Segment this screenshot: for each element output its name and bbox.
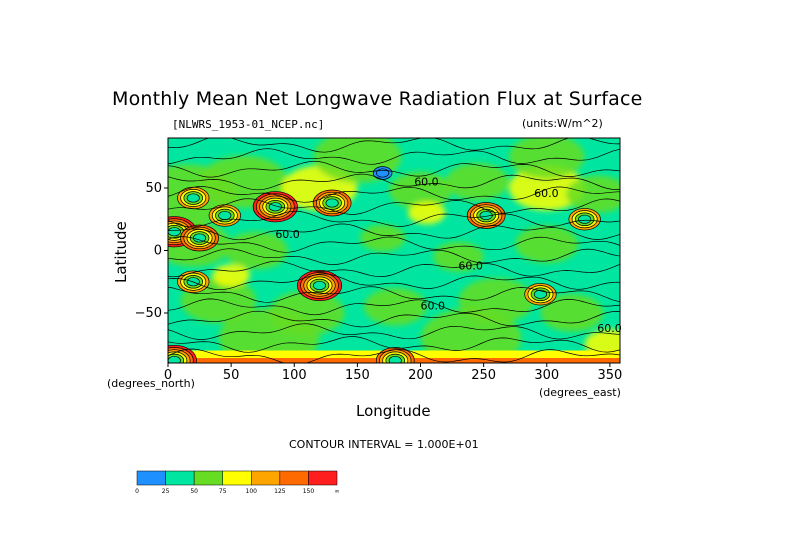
colorbar-label: 100 bbox=[246, 488, 258, 495]
contour-feature bbox=[168, 344, 197, 363]
colorbar-label: 150 bbox=[303, 488, 315, 495]
contour-value-label: 60.0 bbox=[534, 187, 559, 200]
y-tick-label: 0 bbox=[154, 244, 162, 259]
colorbar-swatch bbox=[222, 470, 252, 486]
contour-interval-label: CONTOUR INTERVAL = 1.000E+01 bbox=[289, 438, 479, 451]
x-tick-label: 150 bbox=[345, 368, 370, 383]
y-tick-label: 50 bbox=[145, 181, 162, 196]
x-unit-note: (degrees_east) bbox=[539, 386, 621, 399]
contour-value-label: 60.0 bbox=[275, 228, 300, 241]
y-tick-label: −50 bbox=[135, 306, 162, 321]
colorbar-label: ∞ bbox=[335, 488, 340, 495]
colorbar-swatch bbox=[165, 470, 195, 486]
colorbar-swatch bbox=[251, 470, 281, 486]
contour-value-label: 60.0 bbox=[421, 299, 446, 312]
colorbar-label: 25 bbox=[162, 488, 170, 495]
contour-value-label: 60.0 bbox=[458, 259, 483, 272]
contour-feature bbox=[524, 283, 557, 306]
x-tick-label: 100 bbox=[282, 368, 307, 383]
x-tick-label: 350 bbox=[597, 368, 622, 383]
colorbar-label: 75 bbox=[219, 488, 227, 495]
colorbar-label: 50 bbox=[190, 488, 198, 495]
contour-feature bbox=[252, 191, 298, 223]
contour-feature bbox=[372, 166, 393, 180]
x-tick-label: 200 bbox=[408, 368, 433, 383]
contour-feature bbox=[177, 186, 210, 210]
colorbar-label: 0 bbox=[135, 488, 139, 495]
contour-value-label: 60.0 bbox=[414, 176, 439, 189]
units-label: (units:W/m^2) bbox=[522, 117, 603, 130]
y-axis-label: Latitude bbox=[112, 221, 130, 283]
colorbar-swatch bbox=[308, 470, 338, 486]
x-axis-label: Longitude bbox=[356, 402, 431, 420]
contour-feature bbox=[296, 269, 343, 302]
y-unit-note: (degrees_north) bbox=[107, 377, 195, 390]
contour-value-label: 60.0 bbox=[597, 322, 622, 335]
x-tick-label: 50 bbox=[223, 368, 240, 383]
x-tick-label: 0 bbox=[164, 368, 172, 383]
contour-feature bbox=[208, 204, 241, 227]
x-tick-label: 300 bbox=[534, 368, 559, 383]
chart-title: Monthly Mean Net Longwave Radiation Flux… bbox=[112, 88, 643, 110]
contour-feature bbox=[466, 202, 506, 229]
colorbar-label: 125 bbox=[274, 488, 286, 495]
x-tick-label: 250 bbox=[471, 368, 496, 383]
contour-feature bbox=[312, 189, 352, 217]
contour-lines bbox=[168, 138, 620, 363]
contour-feature bbox=[568, 208, 601, 231]
source-file-label: [NLWRS_1953-01_NCEP.nc] bbox=[172, 118, 325, 131]
colorbar-swatch bbox=[193, 470, 223, 486]
colorbar-swatch bbox=[279, 470, 309, 486]
colorbar-swatch bbox=[136, 470, 166, 486]
